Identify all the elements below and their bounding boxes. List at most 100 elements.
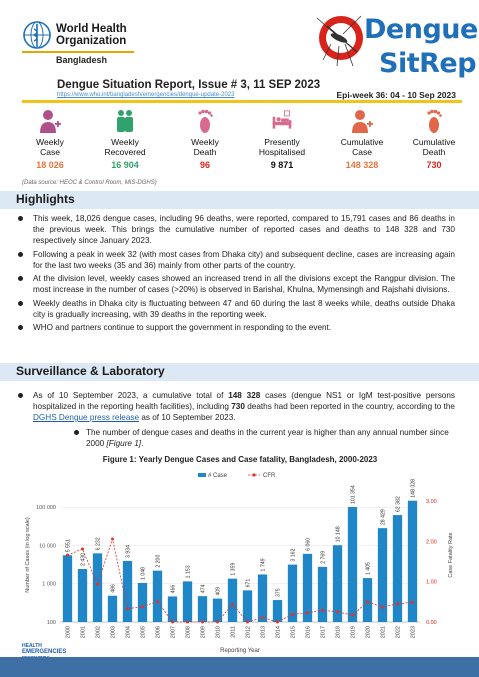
dghs-press-release-link[interactable]: DGHS Dengue press release <box>33 413 140 422</box>
bar-2015 <box>287 564 298 622</box>
bar-value-label: 1 153 <box>186 565 192 578</box>
bar-2008 <box>182 581 193 622</box>
surveillance-text-2: cases (dengue NS1 or IgM test-positive p… <box>33 391 455 411</box>
x-tick-label: 2006 <box>156 626 162 638</box>
cfr-point-2023 <box>411 600 414 604</box>
bar-2014 <box>272 600 283 622</box>
cfr-point-2018 <box>336 610 339 614</box>
bar-value-label: 671 <box>246 579 252 588</box>
bar-value-label: 6 060 <box>306 538 312 551</box>
stat-5: Cumulative Death 730 <box>394 108 474 170</box>
who-underline <box>22 51 134 53</box>
bar-value-label: 409 <box>216 587 222 596</box>
bar-value-label: 148 328 <box>411 479 417 498</box>
surveillance-header: Surveillance & Laboratory <box>0 363 479 381</box>
stat-label-line1: Weekly <box>111 137 139 147</box>
bar-2021 <box>377 528 388 622</box>
bar-value-label: 1 048 <box>141 567 147 580</box>
x-tick-label: 2016 <box>306 626 312 638</box>
highlight-item: Following a peak in week 32 (with most c… <box>18 249 455 271</box>
surveillance-cases: 148 328 <box>228 391 261 400</box>
x-tick-label: 2002 <box>96 626 102 638</box>
highlight-item: Weekly deaths in Dhaka city is fluctuati… <box>18 298 455 320</box>
highlight-item: WHO and partners continue to support the… <box>18 322 455 333</box>
stats-panel: Weekly Case 18 026 Weekly Recovered 16 904 Wee… <box>22 108 462 176</box>
x-tick-label: 2014 <box>276 626 282 638</box>
logo-word-sitrep: SitRep <box>379 48 477 79</box>
bar-2020 <box>362 578 373 622</box>
bar-2003 <box>107 595 118 622</box>
legend-cfr-label: CFR <box>263 473 276 479</box>
cfr-point-2016 <box>306 611 309 615</box>
stat-label-line2: Death <box>422 147 446 157</box>
highlights-list: This week, 18,026 dengue cases, includin… <box>18 213 455 336</box>
surveillance-text-1: As of 10 September 2023, a cumulative to… <box>33 391 229 400</box>
stat-label: Cumulative Case <box>322 137 402 157</box>
sub-text-1: The number of dengue cases and deaths in… <box>86 428 449 448</box>
surveillance-sub-item: The number of dengue cases and deaths in… <box>74 427 454 449</box>
cfr-point-2013 <box>261 616 264 620</box>
bar-2002 <box>92 553 103 622</box>
who-name-line2: Organization <box>56 35 127 47</box>
bar-value-label: 28 429 <box>381 509 387 525</box>
footer-logo-line2: EMERGENCIES <box>22 649 67 655</box>
bar-2007 <box>167 596 178 622</box>
surveillance-text-3: deaths had been reported in the country,… <box>244 402 455 411</box>
cfr-point-2001 <box>81 547 84 551</box>
highlight-item: This week, 18,026 dengue cases, includin… <box>18 213 455 246</box>
x-tick-label: 2019 <box>351 626 357 638</box>
stat-label-line2: Hospitalised <box>258 147 306 157</box>
cfr-point-2008 <box>186 620 189 624</box>
highlight-item: At the division level, weekly cases show… <box>18 273 455 295</box>
bar-2017 <box>317 566 328 622</box>
who-emblem-icon <box>23 21 51 49</box>
x-tick-label: 2008 <box>186 626 192 638</box>
cfr-point-2019 <box>351 613 354 617</box>
x-tick-label: 2010 <box>216 626 222 638</box>
x-tick-label: 2003 <box>111 626 117 638</box>
cfr-point-2015 <box>291 612 294 616</box>
x-tick-label: 2021 <box>381 626 387 638</box>
footprint-icon <box>165 108 245 134</box>
bar-value-label: 1 359 <box>231 563 237 576</box>
stat-label-line2: Death <box>193 147 217 157</box>
person-plus-icon <box>10 108 90 134</box>
cfr-point-2002 <box>96 583 99 587</box>
legend-case-label: # Case <box>208 473 228 479</box>
bar-2001 <box>77 569 88 622</box>
y2-tick-label: 3.00 <box>426 499 437 505</box>
stat-value: 730 <box>426 160 442 170</box>
report-header: World Health Organization Bangladesh Den… <box>0 0 479 105</box>
cfr-point-2003 <box>111 537 114 541</box>
bar-2012 <box>242 590 253 622</box>
logo-word-dengue: Dengue <box>364 14 478 45</box>
stat-label: Weekly Case <box>10 137 90 157</box>
stat-label-line1: Weekly <box>191 137 219 147</box>
cfr-point-2012 <box>246 620 249 624</box>
cfr-point-2006 <box>156 599 159 603</box>
stat-label: Weekly Death <box>165 137 245 157</box>
footer-bar <box>0 657 479 677</box>
sub-text-2: . <box>141 439 144 448</box>
surveillance-list: As of 10 September 2023, a cumulative to… <box>18 390 455 426</box>
y2-axis-title: Case Fatality Rate <box>448 532 454 577</box>
cfr-point-2005 <box>141 605 144 609</box>
x-tick-label: 2013 <box>261 626 267 638</box>
y2-tick-label: 2.00 <box>426 539 437 545</box>
hospital-bed-icon <box>242 108 322 134</box>
x-tick-label: 2012 <box>246 626 252 638</box>
footprint-icon <box>394 108 474 134</box>
x-tick-label: 2020 <box>366 626 372 638</box>
report-link[interactable]: https://www.who.int/bangladesh/emergenci… <box>57 92 235 98</box>
cfr-point-2007 <box>171 620 174 624</box>
stat-label: Weekly Recovered <box>85 137 165 157</box>
x-tick-label: 2009 <box>201 626 207 638</box>
y-tick-label: 100 000 <box>36 505 56 511</box>
x-axis-title: Reporting Year <box>220 648 260 654</box>
bar-2005 <box>137 582 148 622</box>
stat-value: 18 026 <box>36 160 64 170</box>
cfr-point-2022 <box>396 602 399 606</box>
cfr-point-2020 <box>366 600 369 604</box>
stat-value: 148 328 <box>345 160 379 170</box>
bar-value-label: 2 769 <box>321 551 327 564</box>
